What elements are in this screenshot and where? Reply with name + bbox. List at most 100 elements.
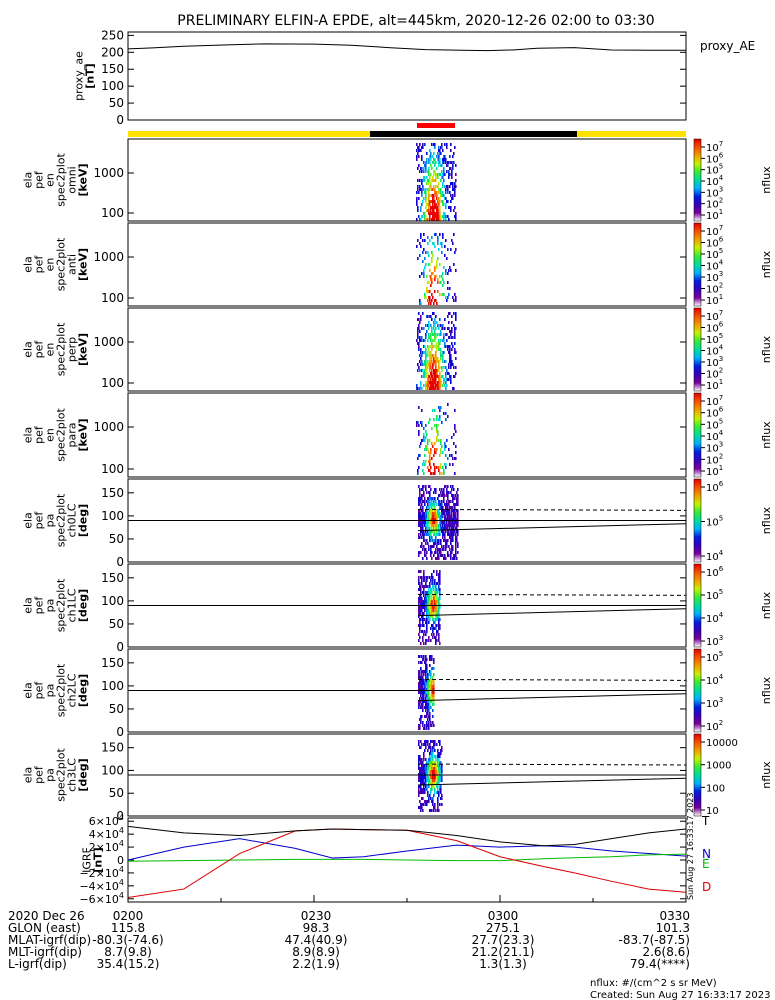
pa-cell — [432, 755, 434, 758]
spectrogram-cell — [444, 245, 446, 248]
pa-cell — [434, 497, 436, 500]
spectrogram-cell — [427, 339, 429, 342]
spectrogram-cell — [417, 146, 419, 149]
pa-cell — [430, 615, 432, 618]
pa-cell — [418, 740, 420, 743]
pa-cell — [420, 806, 422, 809]
pa-cell — [423, 788, 425, 791]
pa-cell — [428, 685, 430, 688]
spectrogram-cell — [439, 206, 441, 209]
pa-cell — [427, 673, 429, 676]
pa-cell — [430, 627, 432, 630]
pa-cell — [452, 557, 454, 560]
pa-cell — [429, 658, 431, 661]
spectrogram-cell — [428, 363, 430, 366]
pa-cell — [451, 494, 453, 497]
spectrogram-cell — [428, 170, 430, 173]
pa-cell — [441, 509, 443, 512]
pa-cell — [419, 570, 421, 573]
pa-cell — [429, 576, 431, 579]
spectrogram-cell — [449, 454, 451, 457]
en_para-colorbar-ticklabel: 101 — [706, 464, 723, 478]
spectrogram-cell — [425, 324, 427, 327]
spectrogram-cell — [439, 200, 441, 203]
pa-cell — [429, 527, 431, 530]
pa-cell — [432, 703, 434, 706]
pa-cell — [436, 615, 438, 618]
spectrogram-cell — [444, 254, 446, 257]
spectrogram-cell — [428, 194, 430, 197]
proxy-ae-ytick-ticklabel: 150 — [101, 62, 124, 76]
pa-cell — [433, 724, 435, 727]
pa-cell — [451, 515, 453, 518]
pa-cell — [442, 548, 444, 551]
spectrogram-cell — [429, 454, 431, 457]
pa-cell — [452, 536, 454, 539]
spectrogram-cell — [429, 179, 431, 182]
pa-cell — [426, 770, 428, 773]
spectrogram-cell — [435, 315, 437, 318]
spectrogram-cell — [430, 209, 432, 212]
spectrogram-cell — [449, 345, 451, 348]
spectrogram-cell — [432, 197, 434, 200]
spectrogram-cell — [448, 176, 450, 179]
spectrogram-cell — [429, 194, 431, 197]
en_omni-colorbar-ticklabel: 104 — [706, 174, 724, 188]
pa-cell — [422, 764, 424, 767]
spectrogram-cell — [432, 333, 434, 336]
pa-cell — [442, 530, 444, 533]
spectrogram-cell — [426, 275, 428, 278]
pa-cell — [446, 518, 448, 521]
pa-cell — [424, 788, 426, 791]
spectrogram-cell — [427, 387, 429, 390]
en_perp-ylabel-line: pef — [33, 340, 46, 359]
spectrogram-cell — [430, 472, 432, 475]
pa-cell — [431, 691, 433, 694]
pa-cell — [440, 527, 442, 530]
spectrogram-cell — [433, 209, 435, 212]
spectrogram-cell — [451, 336, 453, 339]
pa-cell — [425, 509, 427, 512]
spectrogram-cell — [416, 218, 418, 221]
pa-cell — [437, 533, 439, 536]
spectrogram-cell — [421, 369, 423, 372]
spectrogram-cell — [423, 233, 425, 236]
pa-cell — [431, 609, 433, 612]
pa-cell — [434, 761, 436, 764]
pa_ch2-colorbar-ticklabel: 105 — [706, 650, 723, 664]
en_perp-colorbar-ticklabel: 103 — [706, 355, 723, 369]
pa-cell — [433, 633, 435, 636]
spectrogram-cell — [435, 185, 437, 188]
time-axis-row-label: GLON (east) — [8, 921, 81, 935]
spectrogram-cell — [438, 369, 440, 372]
spectrogram-cell — [418, 155, 420, 158]
pa-cell — [440, 521, 442, 524]
pa-cell — [434, 488, 436, 491]
spectrogram-cell — [421, 203, 423, 206]
spectrogram-cell — [435, 333, 437, 336]
pa-cell — [453, 512, 455, 515]
pa-cell — [419, 655, 421, 658]
pa-cell — [421, 579, 423, 582]
spectrogram-cell — [435, 375, 437, 378]
pa-cell — [426, 700, 428, 703]
en_anti-ylabel-line: anti — [66, 254, 79, 275]
pa-cell — [450, 500, 452, 503]
spectrogram-cell — [447, 272, 449, 275]
pa-cell — [432, 685, 434, 688]
spectrogram-cell — [445, 466, 447, 469]
spectrogram-cell — [448, 363, 450, 366]
proxy-ae-ytick-ticklabel: 200 — [101, 45, 124, 59]
pa-cell — [428, 606, 430, 609]
pa-cell — [433, 685, 435, 688]
pa-cell — [422, 682, 424, 685]
spectrogram-cell — [436, 321, 438, 324]
pa-cell — [457, 503, 459, 506]
pa-cell — [422, 791, 424, 794]
spectrogram-cell — [419, 242, 421, 245]
spectrogram-cell — [429, 315, 431, 318]
spectrogram-cell — [433, 418, 435, 421]
spectrogram-cell — [454, 457, 456, 460]
pa-cell — [418, 588, 420, 591]
pa-cell — [435, 491, 437, 494]
